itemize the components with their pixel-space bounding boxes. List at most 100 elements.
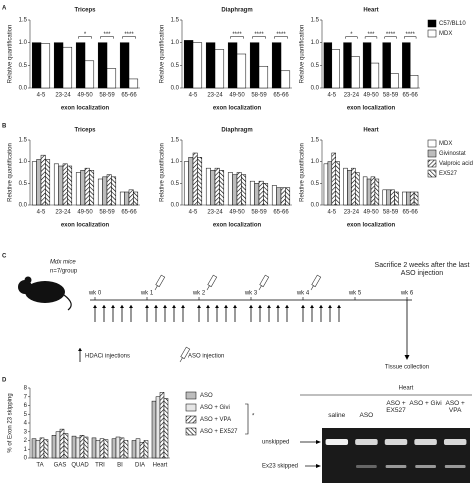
y-tick-label: 1.5: [171, 138, 180, 144]
x-tick-label: 49-50: [229, 93, 245, 99]
bar: [123, 440, 129, 459]
bar: [370, 176, 376, 206]
band-label: unskipped: [262, 440, 289, 446]
bar: [67, 165, 73, 206]
bar: [236, 172, 242, 206]
hdaci-arrowhead: [145, 305, 149, 308]
hdaci-arrowhead: [181, 305, 185, 308]
bar: [236, 53, 247, 89]
y-axis-label: Relative quantification: [160, 25, 166, 84]
syringe: [311, 274, 322, 288]
bar: [394, 191, 399, 206]
bar: [188, 157, 194, 206]
x-tick-label: 49-50: [77, 210, 93, 216]
hdaci-arrowhead: [78, 348, 82, 351]
hdaci-arrowhead: [102, 305, 106, 308]
bar: [409, 191, 415, 206]
bar: [390, 73, 399, 89]
bar: [323, 42, 333, 89]
bar: [390, 189, 395, 206]
bar: [59, 428, 65, 459]
y-tick-label: 0.5: [311, 181, 320, 187]
x-tick-label: 4-5: [37, 210, 46, 216]
bar: [97, 178, 103, 206]
legend-swatch: [185, 427, 197, 436]
hdaci-arrowhead: [120, 305, 124, 308]
bar: [111, 438, 117, 459]
bar: [102, 176, 108, 206]
y-tick-label: 7: [24, 394, 28, 400]
bar: [210, 170, 216, 206]
bar: [227, 172, 233, 206]
syringe: [155, 274, 166, 288]
band-arrowhead: [316, 464, 321, 468]
bar: [382, 189, 387, 206]
syringe-needle: [154, 285, 158, 291]
legend-swatch: [427, 149, 437, 158]
bar: [258, 65, 269, 89]
y-tick-label: 6: [24, 403, 28, 409]
x-tick-label: TRI: [95, 463, 105, 469]
x-tick-label: 23-24: [207, 210, 223, 216]
y-tick-label: 1.5: [19, 138, 28, 144]
y-tick-label: 0.5: [171, 181, 180, 187]
bar: [263, 183, 269, 206]
bar: [382, 42, 391, 89]
x-tick-label: Heart: [153, 463, 168, 469]
y-tick-label: 0.5: [171, 63, 180, 69]
bar: [71, 435, 77, 459]
x-tick-label: 23-24: [55, 210, 71, 216]
sig-label: *: [84, 32, 87, 38]
mouse-ear: [24, 276, 32, 284]
x-axis-label: exon localization: [61, 223, 110, 229]
x-tick-label: 23-24: [344, 210, 360, 216]
panel-label: B: [2, 124, 7, 130]
bar: [84, 167, 90, 206]
bar: [40, 43, 51, 89]
y-tick-label: 0.0: [311, 86, 320, 92]
bar: [95, 440, 101, 459]
y-tick-label: 4: [24, 421, 28, 427]
bar: [51, 435, 57, 459]
bar: [271, 42, 282, 89]
hdaci-arrowhead: [337, 305, 341, 308]
gel-image: [322, 428, 470, 483]
legend-label: MDX: [439, 31, 452, 37]
bar: [151, 400, 157, 459]
gel-band: [355, 439, 378, 445]
cohort-label: Mdx mice: [50, 260, 76, 266]
legend-label: MDX: [439, 141, 452, 147]
y-axis-label: Relative quantification: [300, 25, 306, 84]
hdaci-arrowhead: [172, 305, 176, 308]
hdaci-arrowhead: [285, 305, 289, 308]
y-tick-label: 5: [24, 412, 28, 418]
y-axis-label: Relative quantification: [8, 143, 14, 202]
hdaci-arrowhead: [129, 305, 133, 308]
sig-bracket: [345, 36, 358, 39]
bar: [327, 161, 333, 206]
sig-label: ****: [124, 32, 134, 38]
x-tick-label: 4-5: [327, 210, 336, 216]
sig-bracket: [100, 36, 114, 39]
hdaci-arrowhead: [215, 305, 219, 308]
bar: [80, 170, 86, 206]
legend-label: ASO + VPA: [200, 417, 231, 423]
hdaci-arrowhead: [301, 305, 305, 308]
bar: [183, 40, 194, 89]
bar: [97, 42, 108, 89]
gel-lane-label: ASO + Givi: [409, 400, 442, 407]
bar: [39, 437, 45, 459]
bar: [386, 189, 391, 206]
x-tick-label: TA: [36, 463, 43, 469]
group-label: n=7/group: [50, 269, 78, 275]
syringe-needle: [310, 285, 314, 291]
bar: [36, 159, 42, 206]
legend-label: EX527: [439, 171, 458, 177]
legend-label: C57/BL10: [439, 21, 466, 27]
bar: [119, 191, 125, 206]
y-tick-label: 0: [24, 456, 28, 462]
mouse-tail: [63, 294, 72, 311]
bar: [402, 191, 407, 206]
y-tick-label: 1.0: [311, 159, 320, 165]
